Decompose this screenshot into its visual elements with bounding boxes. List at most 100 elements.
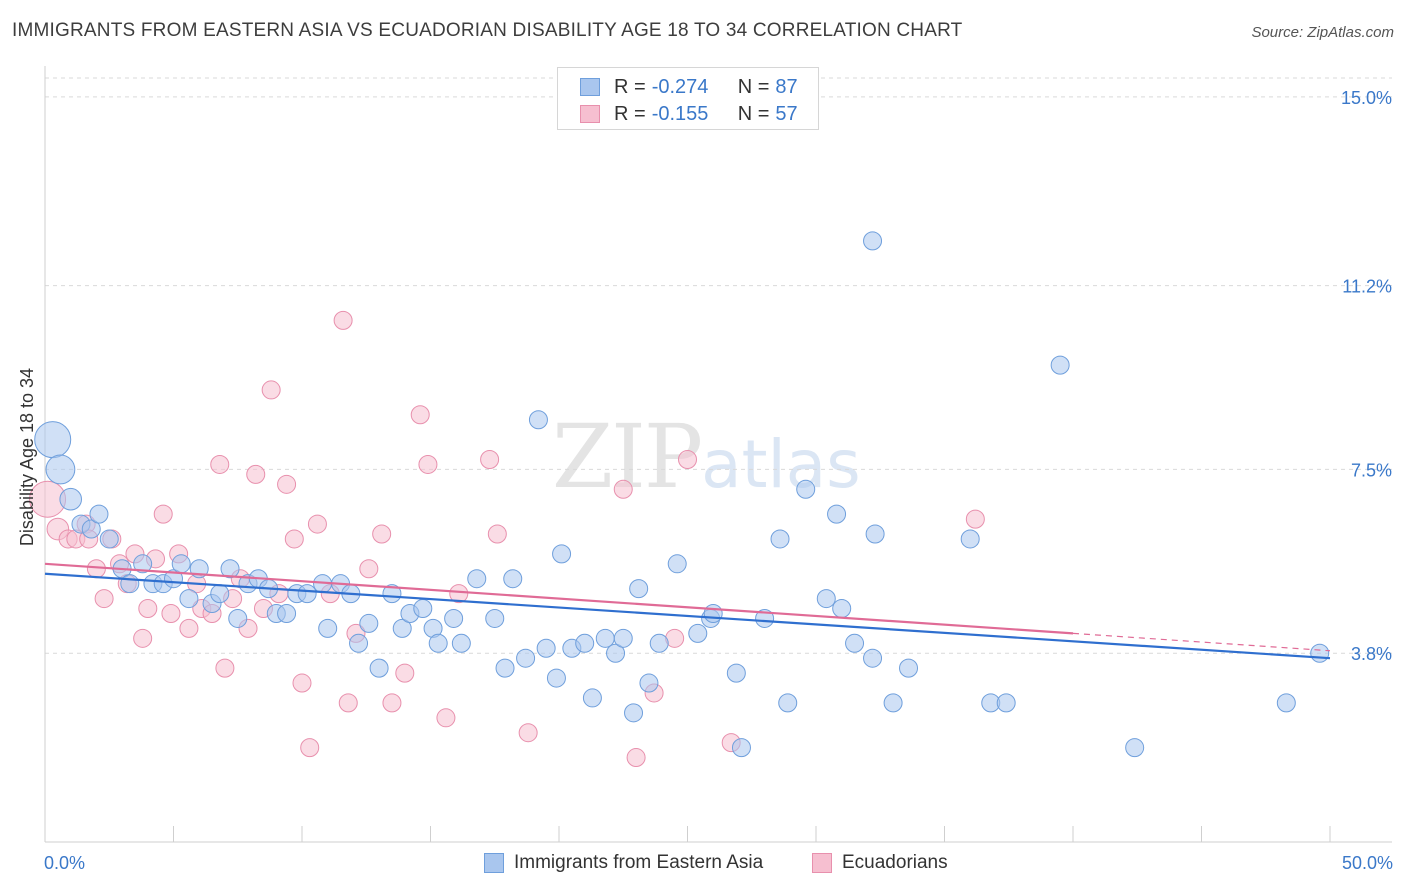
point-eastern-asia — [703, 603, 723, 623]
point-eastern-asia — [688, 623, 708, 643]
chart-title: IMMIGRANTS FROM EASTERN ASIA VS ECUADORI… — [12, 20, 963, 41]
trend-line — [44, 562, 1074, 635]
point-ecuadorian — [372, 524, 392, 544]
point-ecuadorian — [382, 693, 402, 713]
point-ecuadorian — [210, 454, 230, 474]
point-eastern-asia — [639, 673, 659, 693]
point-eastern-asia — [120, 574, 140, 594]
point-eastern-asia — [349, 633, 369, 653]
point-eastern-asia — [516, 648, 536, 668]
point-ecuadorian — [965, 509, 985, 529]
grid-layer — [45, 77, 1392, 654]
point-eastern-asia — [770, 529, 790, 549]
r-label: R = — [614, 75, 646, 98]
point-eastern-asia — [816, 589, 836, 609]
blue-swatch — [580, 78, 600, 96]
point-eastern-asia — [220, 559, 240, 579]
point-eastern-asia — [832, 599, 852, 619]
point-eastern-asia — [575, 633, 595, 653]
trend-layer — [44, 562, 1331, 660]
point-eastern-asia — [755, 608, 775, 628]
point-eastern-asia — [883, 693, 903, 713]
stats-legend-row-blue: R = -0.274 N = 87 — [580, 74, 798, 100]
point-eastern-asia — [179, 589, 199, 609]
point-ecuadorian — [138, 599, 158, 619]
n-label: N = — [737, 102, 770, 125]
point-ecuadorian — [261, 380, 281, 400]
point-eastern-asia — [1125, 738, 1145, 758]
point-eastern-asia — [845, 633, 865, 653]
point-eastern-asia — [649, 633, 669, 653]
point-eastern-asia — [796, 479, 816, 499]
r-label: R = — [614, 102, 646, 125]
point-eastern-asia — [726, 663, 746, 683]
series-legend: Immigrants from Eastern Asia Ecuadorians — [0, 852, 1406, 878]
point-ecuadorian — [307, 514, 327, 534]
point-ecuadorian — [359, 559, 379, 579]
point-ecuadorian — [161, 603, 181, 623]
legend-label: Immigrants from Eastern Asia — [514, 852, 764, 873]
point-eastern-asia — [960, 529, 980, 549]
point-ecuadorian — [487, 524, 507, 544]
point-eastern-asia — [171, 554, 191, 574]
pink-swatch — [812, 853, 832, 873]
point-eastern-asia — [827, 504, 847, 524]
axis-layer — [44, 66, 1392, 843]
point-ecuadorian — [300, 738, 320, 758]
legend-label: Ecuadorians — [842, 852, 948, 873]
point-eastern-asia — [359, 613, 379, 633]
r-value: -0.274 — [651, 75, 709, 98]
point-ecuadorian — [436, 708, 456, 728]
point-eastern-asia — [34, 421, 72, 459]
point-eastern-asia — [899, 658, 919, 678]
point-ecuadorian — [518, 723, 538, 743]
point-eastern-asia — [133, 554, 153, 574]
point-eastern-asia — [863, 231, 883, 251]
trend-line-extension — [1072, 632, 1331, 652]
point-eastern-asia — [99, 529, 119, 549]
point-eastern-asia — [277, 603, 297, 623]
point-ecuadorian — [626, 748, 646, 768]
point-eastern-asia — [667, 554, 687, 574]
trend-line — [44, 572, 1331, 660]
point-ecuadorian — [153, 504, 173, 524]
point-eastern-asia — [629, 579, 649, 599]
point-eastern-asia — [59, 487, 82, 511]
stats-legend: R = -0.274 N = 87 R = -0.155 N = 57 — [557, 67, 819, 130]
blue-swatch — [484, 853, 504, 873]
point-eastern-asia — [444, 608, 464, 628]
point-ecuadorian — [333, 310, 353, 330]
point-ecuadorian — [284, 529, 304, 549]
point-eastern-asia — [89, 504, 109, 524]
point-eastern-asia — [613, 628, 633, 648]
point-eastern-asia — [81, 519, 101, 539]
y-tick-label: 11.2% — [1342, 277, 1392, 297]
point-eastern-asia — [552, 544, 572, 564]
y-tick-label: 3.8% — [1351, 644, 1392, 664]
r-value: -0.155 — [651, 102, 709, 125]
point-eastern-asia — [1276, 693, 1296, 713]
point-eastern-asia — [1310, 643, 1330, 663]
y-tick-label: 7.5% — [1351, 460, 1392, 480]
point-eastern-asia — [495, 658, 515, 678]
point-eastern-asia — [528, 410, 548, 430]
legend-item-eastern-asia[interactable]: Immigrants from Eastern Asia — [484, 852, 763, 874]
point-eastern-asia — [863, 648, 883, 668]
point-ecuadorian — [277, 474, 297, 494]
point-eastern-asia — [45, 454, 76, 485]
point-ecuadorian — [480, 449, 500, 469]
y-tick-label: 15.0% — [1341, 88, 1392, 108]
point-ecuadorian — [418, 454, 438, 474]
point-ecuadorian — [133, 628, 153, 648]
stats-legend-row-pink: R = -0.155 N = 57 — [580, 101, 798, 127]
point-eastern-asia — [996, 693, 1016, 713]
point-ecuadorian — [246, 464, 266, 484]
point-ecuadorian — [338, 693, 358, 713]
point-eastern-asia — [503, 569, 523, 589]
legend-item-ecuadorians[interactable]: Ecuadorians — [812, 852, 948, 874]
point-eastern-asia — [451, 633, 471, 653]
point-eastern-asia — [428, 633, 448, 653]
watermark-atlas: atlas — [701, 426, 861, 503]
y-axis-title: Disability Age 18 to 34 — [17, 368, 37, 546]
point-eastern-asia — [731, 738, 751, 758]
